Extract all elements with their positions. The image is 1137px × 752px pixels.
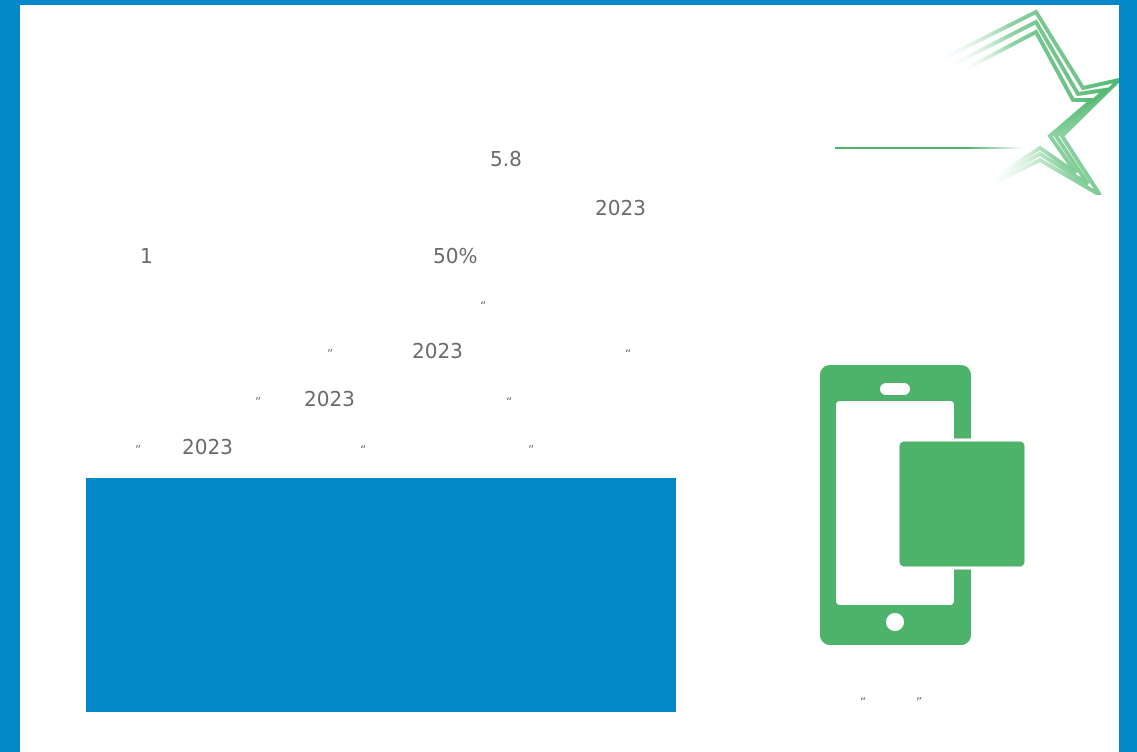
- star-icon: [939, 9, 1119, 195]
- icon-caption: “ ”: [860, 691, 922, 709]
- text-line-percent: 50%: [433, 244, 478, 268]
- close-quote: ”: [135, 443, 142, 457]
- close-quote: ”: [916, 695, 923, 709]
- page-canvas: 5.8 2023 1 50% “ ” 2023 “ ” 2023 “ ” 202…: [20, 5, 1119, 752]
- mobile-phone-icon: [820, 365, 1026, 645]
- text-line-year: 2023: [304, 387, 355, 411]
- open-quote: “: [480, 299, 487, 313]
- open-quote: “: [360, 443, 367, 457]
- text-line-year: 2023: [595, 196, 646, 220]
- close-quote: ”: [327, 347, 334, 361]
- close-quote: ”: [255, 395, 262, 409]
- open-quote: “: [860, 695, 867, 709]
- text-line-year: 2023: [412, 339, 463, 363]
- blue-content-block: [86, 478, 676, 712]
- open-quote: “: [506, 395, 513, 409]
- close-quote: ”: [528, 443, 535, 457]
- text-line-year: 2023: [182, 435, 233, 459]
- open-quote: “: [625, 347, 632, 361]
- text-line-value-5-8: 5.8: [490, 147, 522, 171]
- text-line-number: 1: [140, 244, 153, 268]
- accent-line: [835, 147, 1025, 149]
